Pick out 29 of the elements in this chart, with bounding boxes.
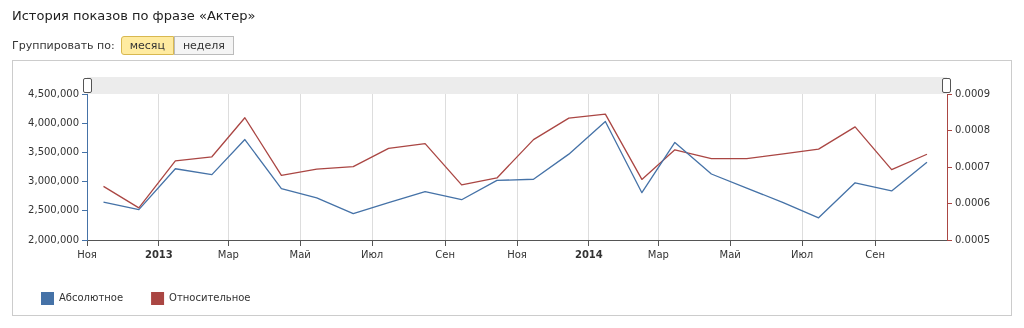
x-tick-label: 2014	[574, 248, 603, 260]
text: Группировать по:	[12, 39, 115, 52]
y-tick-label: 3,000,000	[28, 175, 79, 187]
x-tick-label: Ноя	[507, 248, 527, 260]
x-tick-label: Июл	[360, 248, 384, 260]
x-tick-label: Мар	[647, 248, 669, 260]
x-tick-label: Май	[719, 248, 741, 260]
x-tick-label: Июл	[790, 248, 814, 260]
text: месяц	[120, 36, 174, 55]
x-tick-label: Ноя	[77, 248, 97, 260]
y2-tick-label: 0.0008	[955, 124, 990, 136]
y-tick-label: 3,500,000	[28, 145, 79, 157]
x-tick-label: Сен	[435, 248, 455, 260]
y2-tick-label: 0.0005	[955, 233, 990, 245]
x-tick-label: Мар	[217, 248, 239, 260]
y-tick-label: 4,500,000	[28, 87, 79, 99]
y2-tick-label: 0.0006	[955, 197, 990, 209]
x-tick-label: 2013	[144, 248, 173, 260]
y-tick-label: 2,000,000	[28, 233, 79, 245]
y2-tick-label: 0.0007	[955, 160, 990, 172]
legend-label: Абсолютное	[59, 292, 124, 304]
chart-title: История показов по фразе «Актер»	[12, 8, 256, 23]
y-tick-label: 2,500,000	[28, 204, 79, 216]
text: неделя	[173, 36, 234, 55]
legend-label: Относительное	[169, 292, 251, 304]
x-tick-label: Май	[289, 248, 311, 260]
x-tick-label: Сен	[865, 248, 885, 260]
y-tick-label: 4,000,000	[28, 116, 79, 128]
y2-tick-label: 0.0009	[955, 87, 990, 99]
